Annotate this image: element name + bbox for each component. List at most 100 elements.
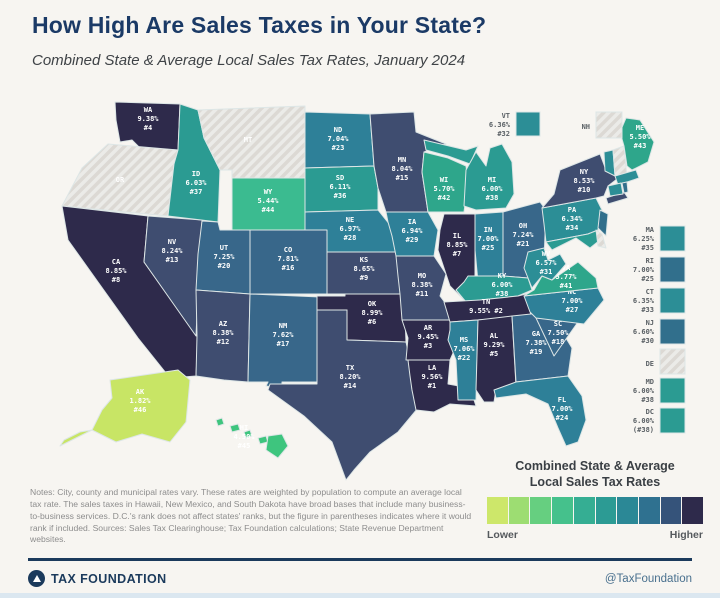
callout-nh[interactable]: NH	[582, 111, 623, 139]
label-line: KY	[498, 272, 507, 280]
label-line: #9	[360, 274, 368, 282]
label-line: #37	[190, 188, 203, 196]
callout-dc[interactable]: DC 6.00% (#38)	[633, 407, 686, 434]
state-wv[interactable]: WV 6.57% #31	[523, 247, 567, 289]
state-ia[interactable]: IA 6.94% #29	[385, 211, 439, 257]
label-line: #1	[428, 382, 436, 390]
state-hi[interactable]: HI 4.50% #45	[215, 417, 289, 459]
callout-nj[interactable]: NJ 6.60% #30	[633, 318, 686, 345]
state-co[interactable]: CO 7.81% #16	[249, 229, 328, 295]
state-ut[interactable]: UT 7.25% #20	[195, 220, 251, 295]
label-line: MD	[646, 378, 654, 386]
label-line: 5.50%	[629, 133, 651, 141]
state-nd[interactable]: ND 7.04% #23	[304, 111, 375, 169]
label-line: 7.38%	[525, 339, 547, 347]
state-nm[interactable]: NM 7.62% #17	[247, 293, 321, 389]
label-line: SC	[554, 320, 562, 328]
state-ma[interactable]	[614, 169, 640, 186]
svg-text:KS8.65%#9: KS 8.65% #9	[353, 256, 375, 282]
legend-swatch	[660, 497, 682, 525]
svg-text:DE: DE	[646, 360, 654, 368]
label-line: #12	[217, 338, 230, 346]
state-de[interactable]	[595, 229, 607, 249]
label-line: #43	[634, 142, 647, 150]
svg-text:CA8.85%#8: CA 8.85% #8	[105, 258, 127, 284]
svg-text:MT: MT	[244, 136, 252, 144]
footer-twitter-handle[interactable]: @TaxFoundation	[604, 572, 692, 585]
label-line: AL	[490, 332, 498, 340]
svg-text:NJ6.60%#30: NJ 6.60% #30	[633, 319, 655, 345]
label-line: #8	[112, 276, 120, 284]
label-line: KS	[360, 256, 368, 264]
label-line: 8.38%	[212, 329, 234, 337]
svg-text:SC7.50%#18: SC 7.50% #18	[547, 320, 569, 346]
state-wy[interactable]: WY 5.44% #44	[231, 177, 306, 231]
callout-swatch	[659, 348, 686, 375]
state-or[interactable]: OR	[61, 143, 179, 217]
label-line: NE	[346, 216, 354, 224]
svg-text:HI4.50%#45: HI 4.50% #45	[233, 424, 255, 450]
state-sd[interactable]: SD 6.11% #36	[304, 165, 379, 213]
state-wa[interactable]: WA 9.38% #4	[114, 101, 181, 151]
label-line: NH	[582, 123, 590, 131]
callout-ri[interactable]: RI 7.00% #25	[633, 256, 686, 283]
state-md[interactable]	[545, 229, 601, 251]
label-line: 6.34%	[561, 215, 583, 223]
svg-text:SD6.11%#36: SD 6.11% #36	[329, 174, 351, 200]
callout-swatch	[659, 377, 686, 404]
label-line: 6.00%	[481, 185, 503, 193]
label-line: 9.38%	[137, 115, 159, 123]
state-ak[interactable]: AK 1.82% #46	[59, 369, 191, 447]
label-line: #15	[396, 174, 409, 182]
callout-vt[interactable]: VT 6.36% #32	[489, 111, 541, 138]
state-pa[interactable]: PA 6.34% #34	[541, 197, 603, 243]
label-line: LA	[428, 364, 437, 372]
label-line: 9.56%	[421, 373, 443, 381]
label-line: #46	[134, 406, 147, 414]
callout-md[interactable]: MD 6.00% #38	[633, 377, 686, 404]
legend-swatch	[573, 497, 595, 525]
legend-higher-label: Higher	[669, 529, 703, 542]
svg-text:OH7.24%#21: OH 7.24% #21	[512, 222, 534, 248]
callout-de[interactable]: DE	[646, 348, 686, 375]
state-ks[interactable]: KS 8.65% #9	[326, 251, 407, 295]
svg-text:CT6.35%#33: CT 6.35% #33	[633, 288, 655, 314]
label-line: CO	[284, 246, 292, 254]
label-line: WY	[264, 188, 273, 196]
label-line: 6.60%	[633, 328, 655, 336]
callout-ct[interactable]: CT 6.35% #33	[633, 287, 686, 314]
callout-ma[interactable]: MA 6.25% #35	[633, 225, 686, 252]
label-line: OK	[368, 300, 377, 308]
label-line: 5.77%	[555, 273, 577, 281]
label-line: #4	[144, 124, 152, 132]
svg-text:LA9.56%#1: LA 9.56% #1	[421, 364, 443, 390]
label-line: #5	[490, 350, 498, 358]
label-line: NY	[580, 168, 589, 176]
state-fl[interactable]: FL 7.00% #24	[493, 375, 587, 447]
label-line: #32	[497, 130, 510, 138]
state-nj[interactable]	[597, 209, 609, 237]
state-ct[interactable]	[607, 182, 624, 197]
svg-text:MS7.06%#22: MS 7.06% #22	[453, 336, 475, 362]
svg-text:NV8.24%#13: NV 8.24% #13	[161, 238, 183, 264]
state-mo[interactable]: MO 8.38% #11	[395, 255, 453, 321]
footer-brand[interactable]: TAX FOUNDATION	[28, 570, 167, 587]
label-line: #35	[641, 244, 654, 252]
label-line: UT	[220, 244, 228, 252]
label-line: GA	[532, 330, 541, 338]
state-ky[interactable]: KY 6.00% #38	[455, 272, 533, 303]
label-line: 7.04%	[327, 135, 349, 143]
legend-swatch	[508, 497, 530, 525]
label-line: AK	[136, 388, 145, 396]
label-line: OR	[116, 176, 125, 184]
legend-swatch	[638, 497, 660, 525]
state-ri[interactable]	[621, 181, 629, 194]
label-line: 7.81%	[277, 255, 299, 263]
state-tx[interactable]: TX 8.20% #14	[267, 309, 419, 481]
callout-swatch	[659, 407, 686, 434]
state-mi[interactable]: MI 6.00% #38	[423, 139, 515, 211]
state-az[interactable]: AZ 8.38% #12	[195, 289, 251, 383]
label-line: 9.29%	[483, 341, 505, 349]
callout-swatch	[659, 318, 686, 345]
svg-text:WI5.70%#42: WI 5.70% #42	[433, 176, 455, 202]
